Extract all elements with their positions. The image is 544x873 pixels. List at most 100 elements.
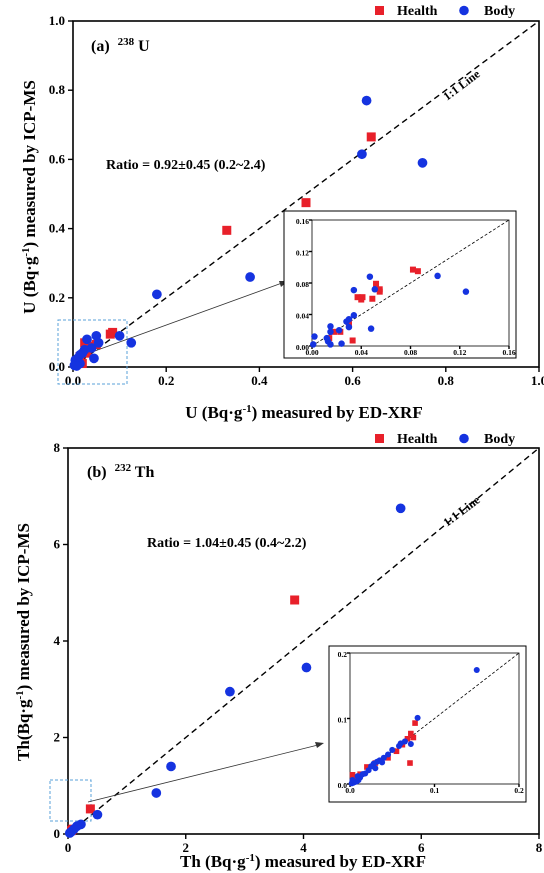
panel-label-b: (b) 232 Th bbox=[87, 458, 154, 481]
y-axis-title-a: U (Bq·g-1) measured by ICP-MS bbox=[20, 80, 39, 314]
main-b-body-point bbox=[166, 761, 176, 772]
inset-a-y-tick-label: 0.16 bbox=[296, 217, 309, 226]
one-to-one-label-a: 1:1 Line bbox=[440, 66, 483, 103]
main-a-body-point bbox=[93, 337, 104, 348]
panel-label-a-mass: 238 bbox=[118, 36, 135, 48]
legend-health-label-b: Health bbox=[397, 432, 438, 447]
inset-a-body-point bbox=[309, 341, 317, 348]
inset-a-one-to-one-line bbox=[311, 219, 510, 347]
inset-a: 0.00 0.04 0.08 0.12 0.16 0.00 0.04 0.08 0.12 0.16 bbox=[283, 210, 517, 359]
inset-a-y-tick-label: 0.00 bbox=[296, 343, 309, 352]
main-a-y-tick-label: 0.6 bbox=[49, 151, 66, 166]
inset-b-body-point bbox=[379, 759, 386, 766]
main-a-y-tick-label: 0.4 bbox=[49, 221, 66, 236]
main-a-y-tick-label: 0.0 bbox=[49, 359, 65, 374]
inset-a-body-point bbox=[327, 341, 334, 348]
inset-a-health-point bbox=[409, 266, 416, 273]
main-a-body-point bbox=[114, 331, 125, 341]
inset-frame-a bbox=[283, 210, 517, 359]
reference-line-b bbox=[67, 447, 540, 835]
legend-body-label-b: Body bbox=[484, 432, 515, 447]
inset-a-health-point bbox=[414, 268, 421, 275]
inset-a-y-tick-label: 0.12 bbox=[296, 249, 309, 258]
inset-b-health-point bbox=[364, 764, 370, 770]
inset-b-health-point bbox=[408, 730, 414, 737]
main-a-body-point bbox=[357, 149, 367, 160]
inset-a-x-tick-label: 0.00 bbox=[305, 348, 318, 357]
zoom-box-a bbox=[57, 319, 128, 385]
inset-a-health-point bbox=[358, 296, 365, 303]
data-points-b bbox=[64, 503, 406, 838]
main-a-health-point bbox=[222, 225, 232, 235]
inset-b-x-tick-label: 0.2 bbox=[514, 786, 524, 795]
inset-a-y-tick-label: 0.08 bbox=[296, 280, 309, 289]
inset-a-health-point bbox=[331, 328, 338, 335]
inset-a-body-point bbox=[327, 323, 334, 330]
main-b-x-tick-label: 2 bbox=[183, 840, 190, 855]
inset-data-points-a bbox=[309, 266, 470, 348]
inset-b-y-tick-label: 0.2 bbox=[338, 650, 348, 659]
main-a-body-point bbox=[89, 353, 99, 364]
inset-b-health-point bbox=[404, 736, 411, 742]
inset-b-body-point bbox=[354, 773, 361, 780]
main-b-x-tick-label: 0 bbox=[65, 840, 72, 855]
panel-label-a-letter: (a) bbox=[91, 38, 110, 55]
main-a-body-point bbox=[152, 289, 162, 300]
legend-body-marker bbox=[459, 5, 469, 16]
main-a-health-point bbox=[366, 132, 376, 142]
panel-label-b-mass: 232 bbox=[115, 462, 132, 474]
panel-b-thorium: Health Body Th(Bq·g-1) measured by ICP-M… bbox=[14, 432, 543, 871]
main-b-y-tick-label: 6 bbox=[54, 537, 61, 552]
zoom-box-b bbox=[49, 779, 92, 822]
main-a-one-to-one-line bbox=[72, 20, 540, 368]
main-b-health-point bbox=[290, 595, 300, 605]
inset-b-body-point bbox=[372, 765, 379, 772]
inset-b-health-point bbox=[393, 748, 400, 755]
inset-a-health-point bbox=[376, 288, 383, 295]
main-a-body-point bbox=[245, 272, 255, 282]
inset-b-body-point bbox=[389, 746, 396, 753]
inset-b-body-point bbox=[349, 777, 356, 784]
panel-label-a: (a) 238 U bbox=[91, 32, 150, 55]
panel-label-b-symbol: Th bbox=[135, 464, 155, 481]
inset-a-y-tick-label: 0.04 bbox=[296, 312, 309, 321]
legend-health-marker-b bbox=[375, 434, 384, 443]
inset-a-body-point bbox=[311, 333, 318, 340]
x-axis-title-a: U (Bq·g-1) measured by ED-XRF bbox=[185, 403, 422, 422]
main-b-x-tick-label: 8 bbox=[536, 840, 543, 855]
inset-a-body-point bbox=[327, 328, 334, 336]
inset-b-health-point bbox=[349, 772, 356, 778]
main-a-x-tick-label: 0.8 bbox=[438, 373, 455, 388]
main-a-body-point bbox=[361, 95, 372, 106]
main-b-health-point bbox=[85, 804, 95, 814]
main-b-x-tick-label: 4 bbox=[300, 840, 307, 855]
x-axis-title-b: Th (Bq·g-1) measured by ED-XRF bbox=[180, 852, 426, 871]
inset-reference-line-a bbox=[311, 219, 510, 347]
inset-a-x-tick-label: 0.12 bbox=[453, 348, 466, 357]
inset-a-x-tick-label: 0.04 bbox=[355, 348, 368, 357]
main-b-y-tick-label: 4 bbox=[54, 633, 61, 648]
inset-b-body-point bbox=[407, 741, 414, 748]
main-a-x-tick-label: 0.4 bbox=[251, 373, 268, 388]
main-a-y-tick-label: 0.2 bbox=[49, 290, 65, 305]
main-a-x-tick-label: 0.0 bbox=[65, 373, 81, 388]
inset-a-health-point bbox=[373, 280, 380, 287]
main-a-x-tick-label: 1.0 bbox=[531, 373, 544, 388]
main-b-body-point bbox=[225, 686, 235, 697]
main-b-body-point bbox=[301, 662, 312, 673]
main-b-y-tick-label: 8 bbox=[54, 440, 61, 455]
inset-a-health-point bbox=[349, 337, 356, 344]
legend-body-label: Body bbox=[484, 4, 515, 19]
inset-a-body-point bbox=[434, 272, 441, 280]
ticks-b: 0 2 4 6 8 0 2 4 6 8 bbox=[54, 440, 543, 855]
inset-b-y-tick-label: 0.1 bbox=[338, 716, 348, 725]
inset-a-health-point bbox=[369, 295, 376, 302]
data-points-a bbox=[69, 95, 428, 371]
inset-b-health-point bbox=[412, 720, 418, 726]
main-a-health-point bbox=[301, 198, 311, 208]
zoom-arrow-a bbox=[91, 282, 283, 353]
inset-a-health-point bbox=[354, 294, 361, 301]
main-a-body-point bbox=[82, 334, 92, 345]
inset-b-body-point bbox=[414, 714, 421, 721]
inset-a-body-point bbox=[462, 288, 470, 295]
